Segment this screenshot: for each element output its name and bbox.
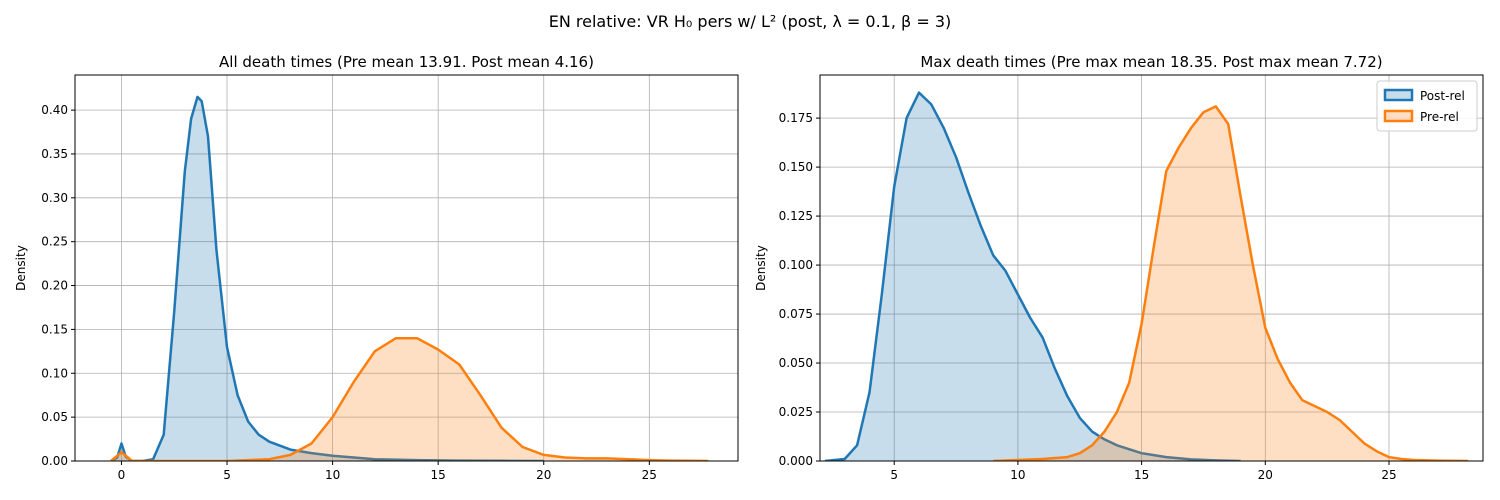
y-tick-label: 0.125 bbox=[779, 209, 813, 223]
legend-swatch-post bbox=[1383, 88, 1414, 102]
y-tick-label: 0.100 bbox=[779, 258, 813, 272]
legend-label-pre: Pre-rel bbox=[1420, 110, 1459, 124]
suptitle: EN relative: VR H₀ pers w/ L² (post, λ =… bbox=[549, 12, 952, 31]
post-density-area bbox=[110, 96, 544, 461]
series-group bbox=[824, 91, 1469, 461]
y-tick-label: 0.00 bbox=[41, 454, 68, 468]
y-tick-label: 0.20 bbox=[41, 279, 68, 293]
post-density-area bbox=[824, 92, 1241, 461]
y-tick-label: 0.15 bbox=[41, 322, 68, 336]
left-chart: 0 5 10 15 20 25 0.00 0.05 0.10 0.15 0.20 0.25 0.30 0.… bbox=[14, 53, 739, 482]
post-density-line bbox=[824, 91, 1241, 461]
chart-title: Max death times (Pre max mean 18.35. Pos… bbox=[920, 53, 1382, 71]
right-chart: 5 10 15 20 25 0.000 0.025 0.050 0.075 0.100 0.125 0… bbox=[754, 53, 1484, 482]
x-tick-label: 5 bbox=[223, 468, 231, 482]
y-tick-label: 0.35 bbox=[41, 147, 68, 161]
y-tick-label: 0.050 bbox=[779, 356, 813, 370]
pre-density-line bbox=[110, 336, 709, 461]
pre-density-area bbox=[110, 338, 709, 461]
y-axis-label: Density bbox=[754, 245, 768, 291]
y-tick-label: 0.150 bbox=[779, 160, 813, 174]
x-tick-label: 20 bbox=[1258, 468, 1273, 482]
y-tick-label: 0.40 bbox=[41, 103, 68, 117]
chart-title: All death times (Pre mean 13.91. Post me… bbox=[219, 53, 594, 71]
y-tick-label: 0.175 bbox=[779, 111, 813, 125]
y-tick-label: 0.25 bbox=[41, 235, 68, 249]
post-density-line bbox=[110, 95, 544, 461]
y-tick-label: 0.10 bbox=[41, 366, 68, 380]
y-axis-label: Density bbox=[14, 245, 28, 291]
series-group bbox=[110, 95, 709, 461]
pre-density-line bbox=[993, 105, 1469, 461]
legend-label-post: Post-rel bbox=[1420, 89, 1465, 103]
x-tick-label: 15 bbox=[431, 468, 446, 482]
y-tick-label: 0.000 bbox=[779, 454, 813, 468]
axes-frame bbox=[819, 74, 1484, 462]
legend-box bbox=[1376, 80, 1478, 132]
x-tick-label: 15 bbox=[1134, 468, 1149, 482]
x-tick-label: 5 bbox=[890, 468, 898, 482]
axes-frame bbox=[74, 74, 739, 462]
x-tick-label: 20 bbox=[536, 468, 551, 482]
x-tick-label: 0 bbox=[118, 468, 126, 482]
y-tick-label: 0.025 bbox=[779, 405, 813, 419]
legend-swatch-pre bbox=[1383, 109, 1414, 123]
x-tick-label: 10 bbox=[1010, 468, 1025, 482]
x-tick-label: 25 bbox=[1381, 468, 1396, 482]
x-tick-label: 10 bbox=[325, 468, 340, 482]
y-tick-label: 0.30 bbox=[41, 191, 68, 205]
y-tick-label: 0.05 bbox=[41, 410, 68, 424]
pre-density-area bbox=[993, 106, 1469, 461]
y-tick-label: 0.075 bbox=[779, 307, 813, 321]
x-tick-label: 25 bbox=[642, 468, 657, 482]
